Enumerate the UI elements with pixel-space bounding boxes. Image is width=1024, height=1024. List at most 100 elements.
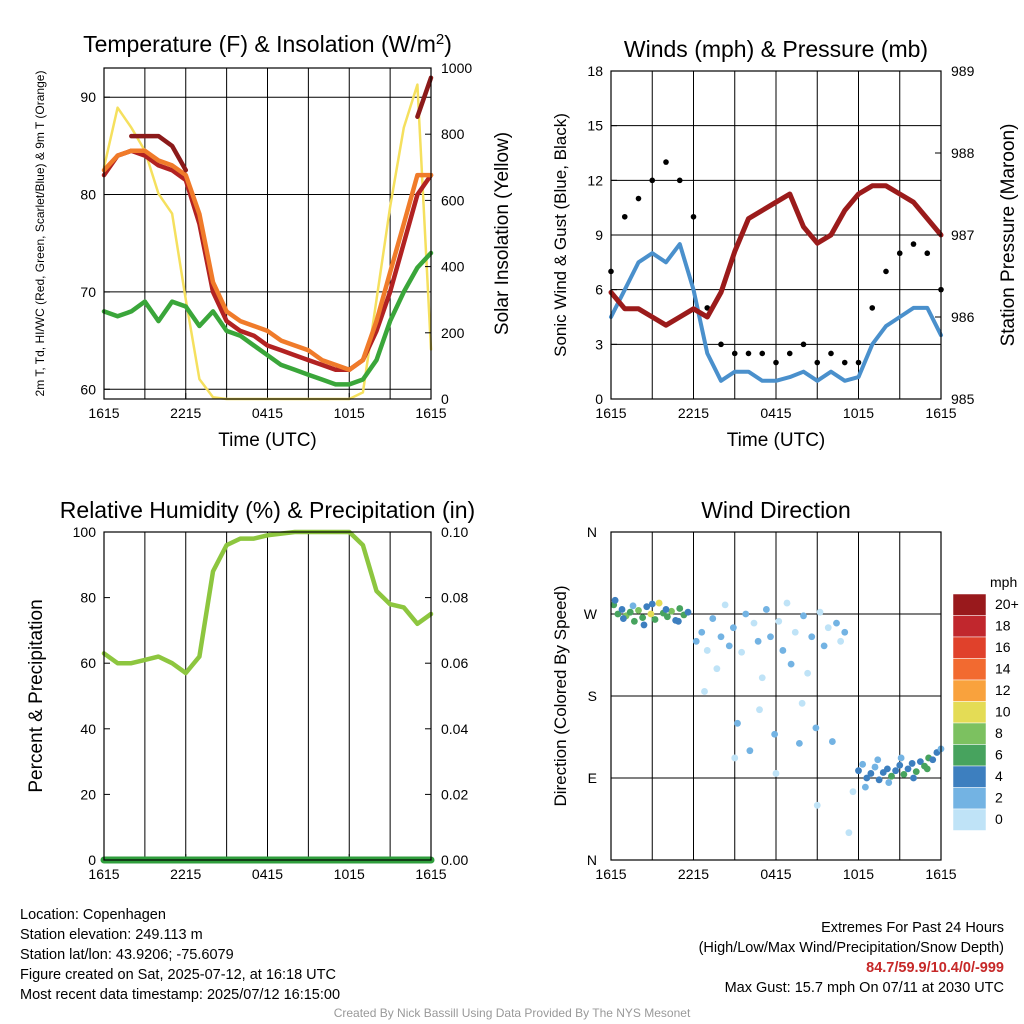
y-tick-label: 9: [595, 227, 603, 243]
x-axis-label: Time (UTC): [727, 430, 826, 451]
gust-point: [910, 241, 917, 247]
direction-point: [912, 768, 920, 776]
legend-swatch: [952, 765, 987, 788]
y-tick-label-right: 987: [951, 227, 975, 243]
direction-point: [626, 608, 634, 616]
legend-swatch: [952, 722, 987, 745]
legend-label: 0: [995, 811, 1003, 827]
direction-point: [692, 637, 700, 645]
direction-point: [698, 628, 706, 636]
gust-point: [800, 341, 807, 348]
direction-point: [816, 608, 824, 616]
plot-border: [103, 531, 432, 861]
direction-point: [800, 612, 807, 620]
direction-point: [900, 770, 908, 778]
direction-point: [863, 774, 871, 782]
extremes-title: Extremes For Past 24 Hours: [821, 920, 1004, 936]
legend-swatch: [952, 808, 987, 831]
direction-point: [662, 606, 670, 613]
gust-point: [828, 350, 834, 357]
gust-point: [635, 195, 642, 202]
direction-point: [820, 642, 828, 650]
direction-point: [629, 602, 637, 610]
direction-point: [833, 619, 840, 627]
x-tick-label: 1615: [88, 866, 119, 882]
direction-point: [643, 603, 651, 611]
gust-point: [704, 305, 711, 311]
x-tick-label: 1615: [415, 866, 446, 882]
gust-point: [869, 305, 876, 311]
y-tick-label: 60: [80, 655, 96, 671]
station-location: Location: Copenhagen: [20, 907, 166, 923]
extremes-values: 84.7/59.9/10.4/0/-999: [866, 960, 1004, 976]
y-tick-label: 0: [595, 391, 603, 407]
gust-point: [924, 250, 931, 257]
direction-point: [663, 613, 671, 621]
series-line: [101, 148, 434, 373]
y-tick-label-right: 200: [441, 325, 465, 341]
gust-point: [690, 213, 697, 220]
y-tick-label-right: 0: [441, 391, 449, 407]
chart-winds: Winds (mph) & Pressure (mb) 1615 2215 0415 1…: [551, 36, 1019, 451]
series-line-rh: [101, 529, 434, 676]
chart-title: Winds (mph) & Pressure (mb): [624, 36, 928, 62]
y-tick-label: S: [588, 688, 597, 704]
direction-point: [861, 783, 869, 791]
direction-point: [758, 674, 766, 682]
recent-timestamp: Most recent data timestamp: 2025/07/12 1…: [20, 987, 341, 1003]
y-tick-label-right: 0.02: [441, 786, 468, 802]
gust-point: [786, 350, 793, 357]
direction-point: [837, 637, 845, 645]
direction-point: [888, 772, 895, 780]
x-tick-label: 1615: [88, 405, 119, 421]
direction-point: [775, 617, 783, 625]
direction-point: [883, 765, 891, 773]
y-tick-label-right: 800: [441, 126, 465, 142]
direction-point: [648, 600, 656, 608]
gust-point: [883, 268, 889, 275]
direction-point: [791, 628, 799, 636]
direction-point: [717, 633, 725, 641]
direction-point: [892, 767, 900, 775]
direction-point: [731, 754, 739, 762]
direction-point: [767, 633, 774, 641]
gust-point: [814, 359, 821, 366]
direction-point: [635, 606, 642, 614]
y-tick-label-right: 400: [441, 259, 465, 275]
x-tick-label: 1615: [925, 866, 956, 882]
station-elevation: Station elevation: 249.113 m: [20, 927, 203, 943]
direction-point: [787, 660, 795, 668]
direction-point: [813, 801, 821, 809]
legend-label: 6: [995, 747, 1003, 763]
direction-point: [841, 628, 849, 636]
series-line: [129, 75, 434, 173]
y-tick-label: 0: [88, 852, 96, 868]
direction-point: [709, 615, 717, 622]
legend-swatch: [952, 701, 987, 724]
x-tick-label: 1015: [843, 866, 874, 882]
y-tick-label: 12: [587, 172, 603, 188]
direction-point: [703, 647, 711, 654]
y-axis-label: 2m T, Td, HI/WC (Red, Green, Scarlet/Blu…: [33, 71, 47, 397]
legend-swatch: [952, 615, 987, 638]
direction-point: [812, 724, 820, 732]
y-tick-label: 100: [73, 524, 97, 540]
gust-point: [896, 250, 903, 257]
speed-legend: mph 20+ 18 16 14 12 10 8 6 4 2 0: [952, 574, 1019, 831]
chart-temperature: 1615 2215 0415 1015 1615 Time (UTC) Temperatur…: [33, 31, 513, 451]
x-tick-label: 1015: [334, 405, 365, 421]
y-tick-label-right: 0.08: [441, 590, 468, 606]
legend-label: 20+: [995, 596, 1019, 612]
direction-point: [783, 599, 791, 607]
legend-title: mph: [990, 574, 1017, 590]
gust-point: [759, 350, 766, 357]
y-tick-label: W: [584, 606, 598, 622]
y-tick-label: 40: [80, 721, 96, 737]
direction-point: [923, 765, 931, 773]
gust-point: [855, 359, 862, 366]
direction-point: [674, 617, 682, 625]
legend-label: 2: [995, 790, 1003, 806]
chart-title: Temperature (F) & Insolation (W/m2): [83, 31, 452, 57]
direction-point: [614, 610, 622, 618]
